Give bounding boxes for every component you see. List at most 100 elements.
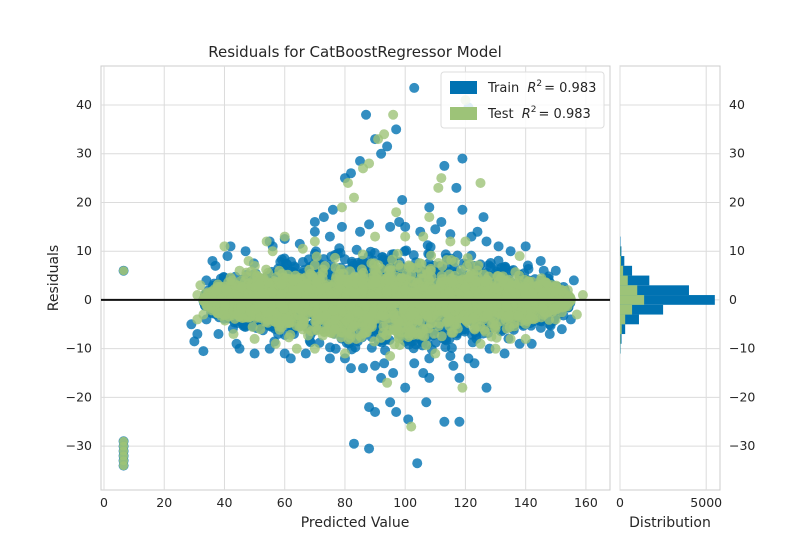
test-point-outlier	[433, 182, 444, 193]
train-point-outlier	[439, 160, 450, 171]
train-point-outlier	[556, 324, 567, 335]
test-point	[311, 276, 322, 287]
test-point-outlier	[339, 348, 350, 359]
test-point	[235, 296, 246, 307]
train-point-outlier	[439, 416, 450, 427]
test-point-outlier	[514, 251, 525, 262]
train-point	[500, 261, 511, 272]
test-point	[303, 283, 314, 294]
test-point	[288, 284, 299, 295]
train-point-outlier	[234, 343, 245, 354]
train-point-outlier	[355, 226, 366, 237]
test-point	[388, 310, 399, 321]
test-point	[486, 331, 497, 342]
train-point	[440, 342, 451, 353]
test-point	[436, 331, 447, 342]
test-point	[315, 284, 326, 295]
test-point-outlier	[291, 343, 302, 354]
test-point	[479, 324, 490, 335]
test-point	[503, 283, 514, 294]
test-point	[271, 271, 282, 282]
train-point-outlier	[457, 204, 468, 215]
test-point	[501, 301, 512, 312]
test-point-outlier	[424, 212, 435, 223]
test-point	[427, 284, 438, 295]
train-point-outlier	[469, 358, 480, 369]
test-point	[445, 315, 456, 326]
test-point-outlier	[309, 236, 320, 247]
train-point-outlier	[300, 348, 311, 359]
test-point	[405, 311, 416, 322]
test-point-outlier	[297, 243, 308, 254]
test-point	[525, 312, 536, 323]
test-point-outlier	[460, 236, 471, 247]
test-point	[421, 340, 432, 351]
train-point-outlier	[481, 382, 492, 393]
test-point-outlier	[391, 207, 402, 218]
test-point	[474, 293, 485, 304]
test-point	[329, 324, 340, 335]
train-point	[289, 261, 300, 272]
train-point-outlier	[451, 182, 462, 193]
test-point	[266, 286, 277, 297]
test-point	[357, 249, 368, 260]
test-point	[352, 306, 363, 317]
test-point	[446, 327, 457, 338]
train-point-outlier	[445, 229, 456, 240]
test-point	[378, 321, 389, 332]
test-point-outlier	[418, 231, 429, 242]
test-point	[409, 324, 420, 335]
train-point	[276, 254, 287, 265]
test-point	[257, 301, 268, 312]
train-point-outlier	[358, 363, 369, 374]
train-point-outlier	[207, 255, 218, 266]
train-point-outlier	[544, 329, 555, 340]
test-point	[391, 323, 402, 334]
test-point-outlier	[475, 177, 486, 188]
train-point-outlier	[285, 353, 296, 364]
test-point	[211, 285, 222, 296]
test-point-low-group	[119, 461, 129, 471]
train-point-outlier	[364, 443, 375, 454]
train-point-outlier	[505, 246, 516, 257]
train-point-outlier	[448, 360, 459, 371]
train-point-outlier	[550, 265, 561, 276]
train-point-outlier	[336, 221, 347, 232]
test-point	[326, 290, 337, 301]
test-point	[393, 259, 404, 270]
test-point-low-group	[119, 266, 129, 276]
test-point	[376, 309, 387, 320]
test-point-outlier	[279, 231, 290, 242]
test-point	[510, 267, 521, 278]
train-point-outlier	[318, 212, 329, 223]
train-point-outlier	[397, 195, 408, 206]
test-point	[345, 329, 356, 340]
test-point	[255, 324, 266, 335]
train-point-outlier	[379, 358, 390, 369]
test-point	[537, 303, 548, 314]
test-point	[520, 289, 531, 300]
test-point	[437, 261, 448, 272]
test-point	[415, 273, 426, 284]
test-point	[328, 305, 339, 316]
test-point-outlier	[243, 255, 254, 266]
test-point-outlier	[219, 241, 230, 252]
train-point-outlier	[324, 231, 335, 242]
test-point	[387, 300, 398, 311]
train-point	[425, 241, 436, 252]
test-point	[422, 310, 433, 321]
test-point	[329, 314, 340, 325]
train-point-outlier	[192, 329, 203, 340]
test-point	[285, 329, 296, 340]
train-point-outlier	[568, 275, 579, 286]
test-point	[513, 310, 524, 321]
train-point-outlier	[481, 236, 492, 247]
test-point	[299, 298, 310, 309]
test-point	[464, 272, 475, 283]
test-point	[345, 301, 356, 312]
test-point	[482, 308, 493, 319]
test-point-outlier	[342, 177, 353, 188]
train-point-outlier	[364, 219, 375, 230]
test-point	[343, 278, 354, 289]
